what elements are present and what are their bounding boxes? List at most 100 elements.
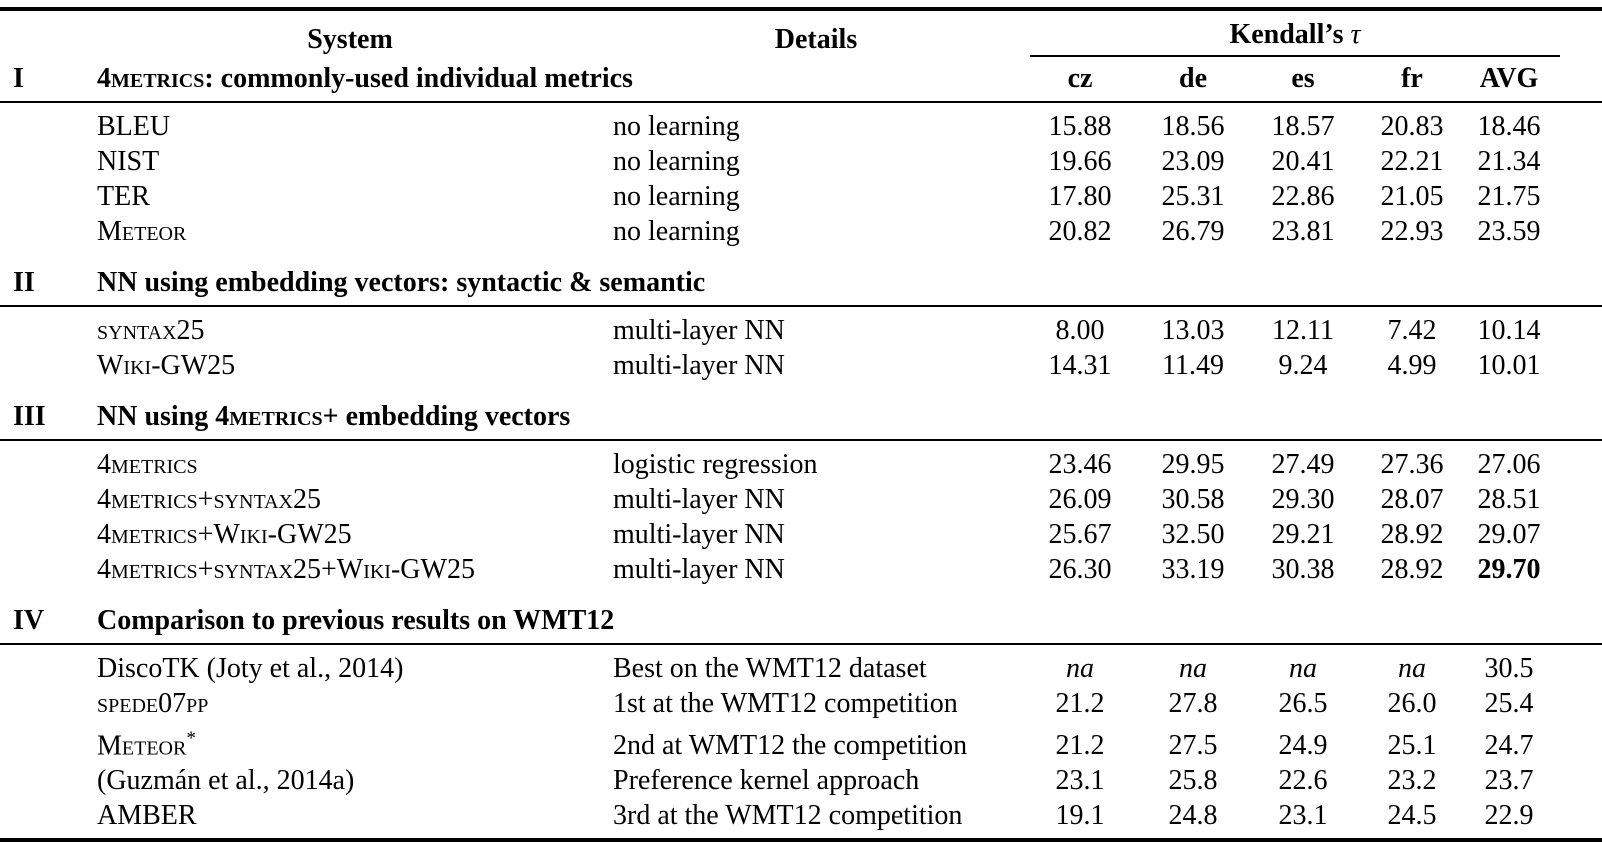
table-row: spede07pp 1st at the WMT12 competition 21.…	[0, 686, 1602, 721]
value: 21.34	[1477, 146, 1541, 177]
empty-cell	[1466, 383, 1602, 441]
text-part: 4metrics+Wiki-GW25	[97, 519, 352, 550]
text-part: Wiki-GW25	[97, 350, 236, 381]
value: 32.50	[1161, 519, 1225, 550]
section-header-row-ii: II NN using embedding vectors: syntactic …	[0, 249, 1602, 307]
column-header-kendalls-tau: Kendall’s τ	[1022, 9, 1602, 57]
section-header-row-iii: III NN using 4metrics+ embedding vectors	[0, 383, 1602, 441]
value-cell-es: 24.9	[1248, 721, 1358, 763]
value: 27.06	[1477, 449, 1541, 480]
empty-cell	[1466, 587, 1602, 645]
text-part: Meteor	[97, 216, 187, 247]
value-cell-fr: 26.0	[1358, 686, 1466, 721]
value-cell-de: na	[1138, 644, 1248, 686]
empty-cell	[1022, 249, 1138, 307]
empty-cell	[1248, 587, 1358, 645]
value: 23.46	[1048, 449, 1112, 480]
value-cell-es: 26.5	[1248, 686, 1358, 721]
row-numeral-empty	[0, 763, 90, 798]
value: 10.01	[1477, 350, 1541, 381]
corner-cell	[0, 9, 90, 57]
value-cell-cz: 19.66	[1022, 144, 1138, 179]
value-cell-cz: 19.1	[1022, 798, 1138, 840]
value: 27.49	[1271, 449, 1335, 480]
value-cell-es: 23.1	[1248, 798, 1358, 840]
value-cell-cz: 25.67	[1022, 517, 1138, 552]
value-cell-de: 32.50	[1138, 517, 1248, 552]
value: 29.70	[1477, 554, 1541, 585]
value-cell-avg: 10.14	[1466, 306, 1602, 348]
details-cell: multi-layer NN	[613, 350, 785, 381]
value: 24.7	[1484, 730, 1534, 762]
system-cell: (Guzmán et al., 2014a)	[90, 763, 610, 798]
table-row: 4metrics+syntax25+Wiki-GW25 multi-layer N…	[0, 552, 1602, 587]
row-numeral-empty	[0, 482, 90, 517]
empty-cell	[1466, 249, 1602, 307]
text-part: AMBER	[97, 800, 197, 832]
value: na	[1066, 653, 1094, 684]
value: 27.8	[1168, 688, 1218, 719]
details-cell: multi-layer NN	[613, 554, 785, 585]
section-numeral: III	[0, 383, 90, 441]
value: 12.11	[1272, 315, 1334, 346]
value-cell-de: 27.5	[1138, 721, 1248, 763]
value: 7.42	[1387, 315, 1437, 346]
value: 29.21	[1271, 519, 1335, 550]
text-part: syntax25	[97, 315, 205, 346]
value-cell-fr: 22.21	[1358, 144, 1466, 179]
value: 26.0	[1387, 688, 1437, 719]
value: 30.38	[1271, 554, 1335, 585]
value-cell-cz: na	[1022, 644, 1138, 686]
value-cell-cz: 20.82	[1022, 214, 1138, 249]
value: 28.51	[1477, 484, 1541, 515]
details-cell: 2nd at WMT12 the competition	[613, 730, 968, 762]
value: 22.21	[1380, 146, 1444, 177]
table-row: DiscoTK (Joty et al., 2014) Best on the W…	[0, 644, 1602, 686]
value-cell-es: 29.21	[1248, 517, 1358, 552]
value: 30.58	[1161, 484, 1225, 515]
value-cell-avg: 27.06	[1466, 440, 1602, 482]
details-cell: no learning	[613, 146, 740, 177]
value: 24.9	[1278, 730, 1328, 762]
empty-cell	[1358, 587, 1466, 645]
value-cell-es: 20.41	[1248, 144, 1358, 179]
table-row: Meteor* 2nd at WMT12 the competition 21.2 2…	[0, 721, 1602, 763]
empty-cell	[1358, 249, 1466, 307]
details-cell: Best on the WMT12 dataset	[613, 653, 927, 684]
value-cell-avg: 22.9	[1466, 798, 1602, 840]
text-part: Meteor	[97, 730, 187, 762]
value-cell-fr: 20.83	[1358, 102, 1466, 144]
value-cell-de: 11.49	[1138, 348, 1248, 383]
value-cell-es: 30.38	[1248, 552, 1358, 587]
row-numeral-empty	[0, 348, 90, 383]
row-numeral-empty	[0, 798, 90, 840]
text-part: + embedding vectors	[322, 401, 571, 432]
value: 19.66	[1048, 146, 1112, 177]
section-header-row-i: I 4metrics: commonly-used individual metr…	[0, 57, 1602, 103]
value-cell-cz: 23.1	[1022, 763, 1138, 798]
value-cell-de: 26.79	[1138, 214, 1248, 249]
details-cell: Preference kernel approach	[613, 765, 920, 797]
value: 23.7	[1484, 765, 1534, 797]
value: 8.00	[1055, 315, 1105, 346]
row-numeral-empty	[0, 517, 90, 552]
value: 21.2	[1055, 730, 1105, 762]
value: 29.30	[1271, 484, 1335, 515]
value: na	[1289, 653, 1317, 684]
value: 26.79	[1161, 216, 1225, 247]
value: 26.30	[1048, 554, 1112, 585]
value-cell-es: 9.24	[1248, 348, 1358, 383]
details-cell: 1st at the WMT12 competition	[613, 688, 958, 719]
value: 24.8	[1168, 800, 1218, 832]
value-cell-de: 24.8	[1138, 798, 1248, 840]
value: 26.5	[1278, 688, 1328, 719]
value-cell-cz: 21.2	[1022, 721, 1138, 763]
value-cell-es: 18.57	[1248, 102, 1358, 144]
value: 23.81	[1271, 216, 1335, 247]
system-cell: TER	[90, 179, 610, 214]
text-part: 4metrics+syntax25	[97, 484, 321, 515]
value-cell-fr: 4.99	[1358, 348, 1466, 383]
details-cell: 3rd at the WMT12 competition	[613, 800, 963, 832]
empty-cell	[1248, 249, 1358, 307]
column-header-cz: cz	[1022, 57, 1138, 103]
